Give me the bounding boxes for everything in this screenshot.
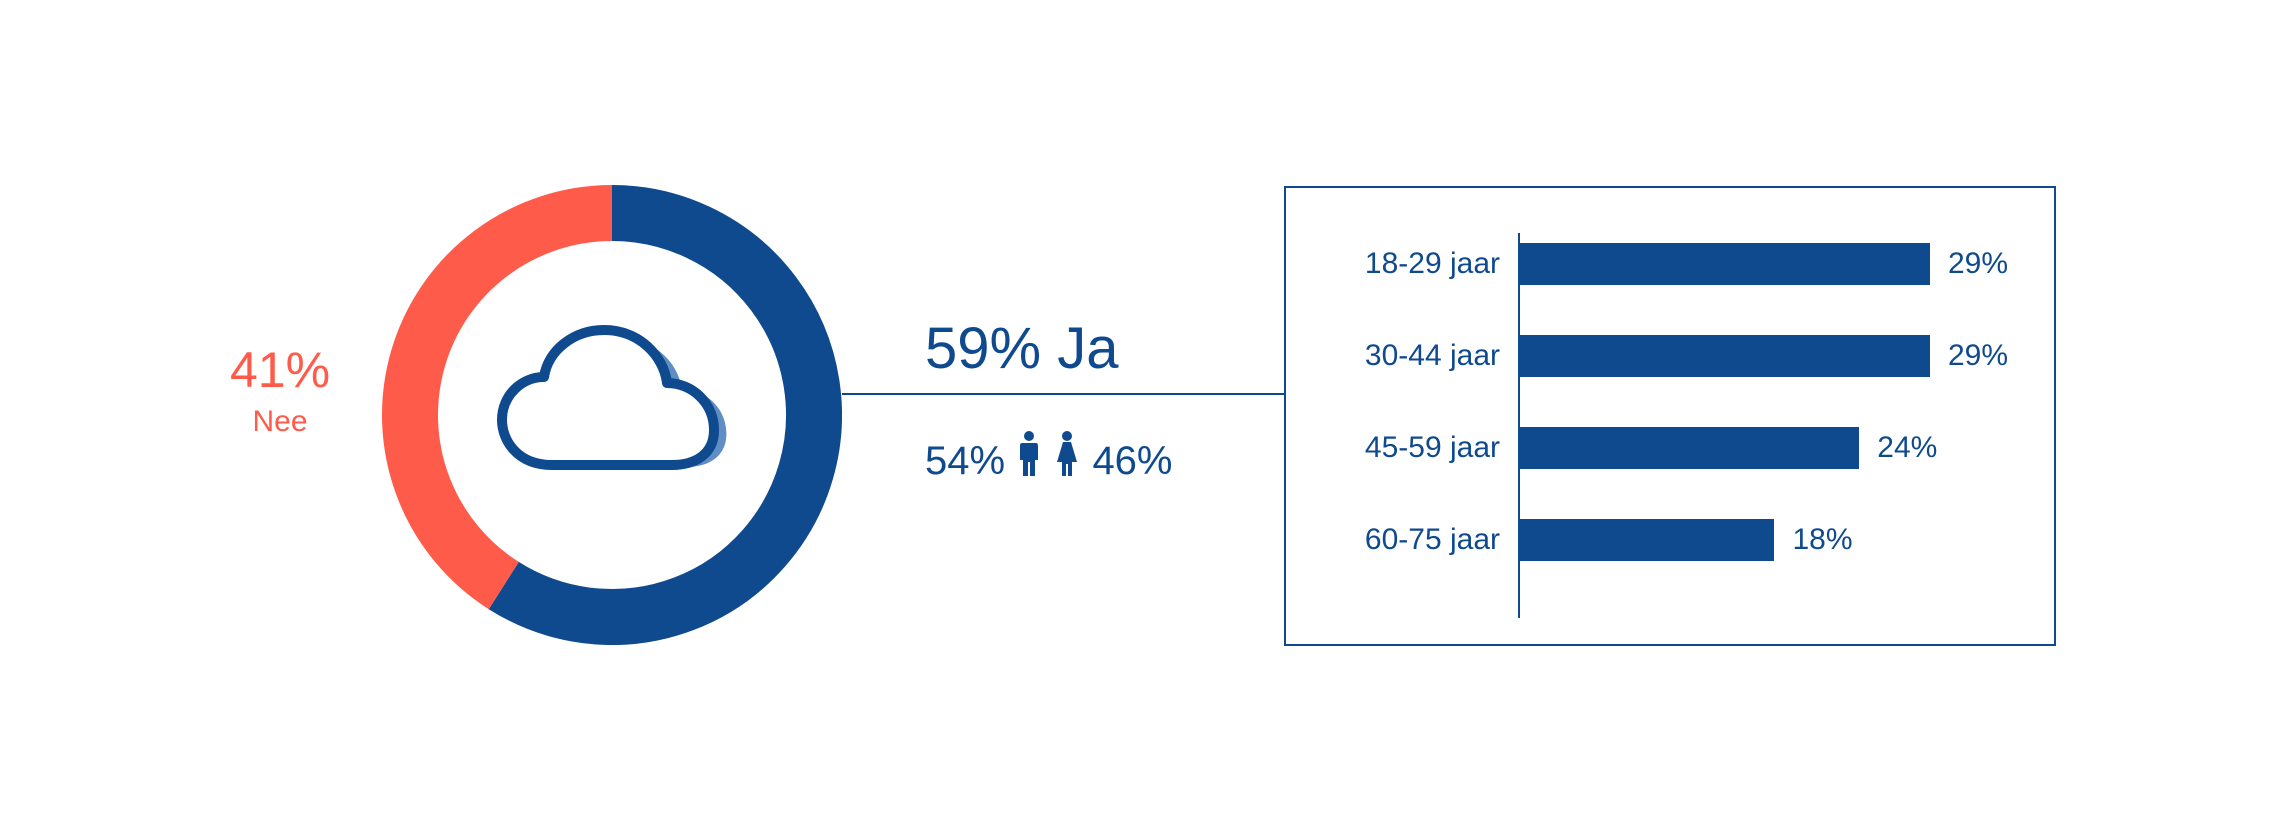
bar-category-label: 45-59 jaar xyxy=(1365,433,1500,463)
male-percent: 54% xyxy=(925,439,1005,483)
female-icon xyxy=(1053,430,1081,485)
bar-row: 45-59 jaar 24% xyxy=(1286,427,2054,469)
bar-value-label: 29% xyxy=(1948,249,2008,279)
bar-rect xyxy=(1520,519,1774,561)
bar-category-label: 18-29 jaar xyxy=(1365,249,1500,279)
age-bar-chart: 18-29 jaar 29% 30-44 jaar 29% 45-59 jaar 24% 6… xyxy=(1284,186,2056,646)
gender-breakdown: 54% 46% xyxy=(925,430,1173,485)
bar-value-label: 18% xyxy=(1792,525,1852,555)
cloud-icon xyxy=(482,305,742,505)
connector-line xyxy=(842,393,1284,395)
bar-rect xyxy=(1520,427,1859,469)
bar-row: 18-29 jaar 29% xyxy=(1286,243,2054,285)
bar-rect xyxy=(1520,243,1930,285)
bar-rect xyxy=(1520,335,1930,377)
female-percent: 46% xyxy=(1092,439,1172,483)
bar-row: 60-75 jaar 18% xyxy=(1286,519,2054,561)
yes-title: 59% Ja xyxy=(925,320,1118,378)
no-label-group: 41% Nee xyxy=(215,345,345,437)
no-percent: 41% xyxy=(215,345,345,395)
bar-row: 30-44 jaar 29% xyxy=(1286,335,2054,377)
yes-label: Ja xyxy=(1057,316,1118,381)
bar-category-label: 60-75 jaar xyxy=(1365,525,1500,555)
male-icon xyxy=(1016,430,1042,485)
bar-value-label: 29% xyxy=(1948,341,2008,371)
cloud-icon-outline xyxy=(502,330,714,465)
yes-percent: 59% xyxy=(925,316,1041,381)
bar-value-label: 24% xyxy=(1877,433,1937,463)
no-label: Nee xyxy=(215,407,345,437)
bar-category-label: 30-44 jaar xyxy=(1365,341,1500,371)
